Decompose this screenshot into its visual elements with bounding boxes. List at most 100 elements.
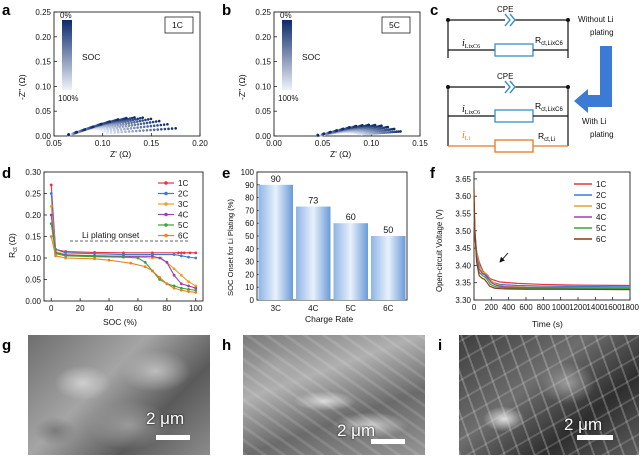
panel-e-xtick-label: 5C	[346, 304, 356, 313]
panel-d-point-6C	[158, 275, 162, 279]
panel-b-point	[386, 125, 390, 129]
panel-a-ytick-label: 0.05	[35, 107, 51, 116]
panel-f-xtick-label: 1200	[569, 303, 587, 312]
panel-b-point	[381, 129, 385, 132]
panel-b-point	[385, 128, 388, 132]
panel-a-point	[167, 127, 170, 131]
panel-d-xtick-label: 20	[76, 304, 85, 313]
panel-a-rate-label: 1C	[172, 20, 183, 30]
panel-g-scale-text: 2 μm	[146, 409, 185, 428]
panel-a-plot: 0.05 0.10 0.15 0.200.000.050.100.150.200.25…	[17, 8, 208, 159]
panel-a-point	[174, 127, 177, 130]
panel-a-point	[162, 123, 166, 126]
panel-d-legend-marker-6C	[164, 233, 168, 238]
panel-f-xtick-label: 400	[502, 303, 516, 312]
panel-a-point	[145, 128, 149, 132]
panel-b-xtick-label: 0.05	[315, 139, 331, 148]
panel-a-point	[120, 130, 124, 134]
cpe-label-bottom: CPE	[497, 72, 513, 81]
panel-b-plot: 0.00 0.05 0.10 0.15 0.00 0.05 0.10 0.15 0.20 0.25…	[237, 8, 428, 159]
panel-a-rate-box	[164, 16, 194, 34]
panel-d-point-3C	[187, 280, 190, 284]
panel-f-legend-label-6C: 6C	[596, 235, 606, 244]
panel-a-point	[126, 119, 130, 123]
panel-d-point-3C	[194, 284, 198, 288]
panel-b-rate-box	[381, 16, 411, 34]
panel-a-point	[124, 116, 128, 120]
panel-f-xtick-label: 1400	[586, 303, 604, 312]
panel-a-point	[156, 128, 160, 131]
panel-f-series-2C	[473, 216, 631, 288]
panel-a-point	[106, 131, 109, 135]
panel-f-ytick-label: 3.45	[455, 244, 471, 253]
r-ct-li: Rct,Li	[538, 131, 555, 143]
panel-d-point-1C	[177, 251, 180, 255]
panel-a-point	[141, 116, 145, 119]
panel-d-point-6C	[172, 286, 176, 290]
panel-a-point	[133, 116, 136, 119]
panel-a-point	[116, 118, 120, 121]
panel-f-ytick-label: 3.65	[455, 175, 471, 184]
resistor-lixc6-top	[494, 43, 534, 57]
panel-d-point-4C	[165, 260, 169, 264]
panel-d-point-2C	[194, 256, 198, 260]
panel-b-ytick-label: 0.25	[255, 8, 271, 17]
sem-image-h: 2 μm	[243, 335, 425, 455]
panel-a-point	[159, 123, 163, 127]
panel-d-point-5C	[136, 256, 140, 260]
panel-a-point	[116, 124, 120, 127]
panel-b-point	[376, 131, 380, 135]
panel-d-point-6C	[194, 291, 198, 294]
panel-f-xtick-label: 1000	[552, 303, 570, 312]
panel-a-point	[122, 122, 125, 126]
panel-f-ylabel: Open-circuit Voltage (V)	[435, 209, 444, 292]
panel-b-point	[382, 131, 386, 134]
panel-d-point-1C	[49, 183, 53, 187]
with-li-plating-1: With Li	[582, 117, 607, 126]
panel-a-point	[138, 129, 142, 133]
panel-e-ytick-label: 100	[241, 168, 255, 177]
panel-b-xtick-label: 0.10	[364, 139, 380, 148]
panel-d-legend-marker-4C	[164, 212, 168, 217]
panel-d-legend-label-3C: 3C	[178, 200, 188, 209]
panel-b-point	[387, 128, 390, 131]
panel-b-point	[379, 129, 383, 132]
panel-f-xlabel: Time (s)	[532, 319, 563, 329]
panel-d-point-5C	[64, 254, 68, 258]
panel-e-value-5C: 60	[346, 212, 356, 222]
panel-b-soc-title: SOC	[302, 52, 320, 62]
panel-d-legend-marker-1C	[164, 181, 168, 185]
panel-a-soc-bottom: 100%	[58, 94, 78, 103]
panel-d-legend-label-1C: 1C	[178, 179, 188, 188]
panel-b-point	[393, 130, 396, 134]
panel-d-point-6C	[143, 265, 147, 268]
panel-a-point	[170, 127, 174, 130]
panel-e-xtick-label: 4C	[308, 304, 318, 313]
panel-d-legend-label-5C: 5C	[178, 221, 188, 230]
panel-e-xlabel: Charge Rate	[305, 314, 353, 324]
panel-a-point	[133, 123, 137, 127]
panel-d-xtick-label: 0	[49, 304, 54, 313]
panel-a-xlabel: Z' (Ω)	[110, 149, 131, 159]
panel-a-point	[133, 118, 137, 121]
panel-b-point	[388, 130, 392, 134]
panel-a-point	[156, 124, 159, 127]
panel-f-series-1C	[473, 223, 631, 287]
panel-a-xtick-label: 0.10	[95, 139, 111, 148]
panel-f-xtick-label: 200	[485, 303, 499, 312]
panel-a-point	[138, 119, 142, 123]
r-ct-lixc6-top: Rct,LixC6	[535, 35, 563, 47]
panel-d-point-5C	[158, 278, 162, 281]
panel-d-point-3C	[179, 273, 183, 277]
panel-b-point	[397, 130, 400, 133]
panel-a-point	[145, 121, 149, 125]
panel-d-point-1C	[194, 251, 198, 255]
panel-b-point	[373, 130, 377, 133]
panel-a-point	[124, 124, 128, 128]
panel-d-point-1C	[188, 251, 192, 255]
panel-a-point	[135, 120, 139, 123]
panel-d-point-5C	[122, 255, 125, 259]
panel-e-ytick-label: 40	[245, 245, 254, 254]
panel-a-point	[157, 119, 161, 123]
